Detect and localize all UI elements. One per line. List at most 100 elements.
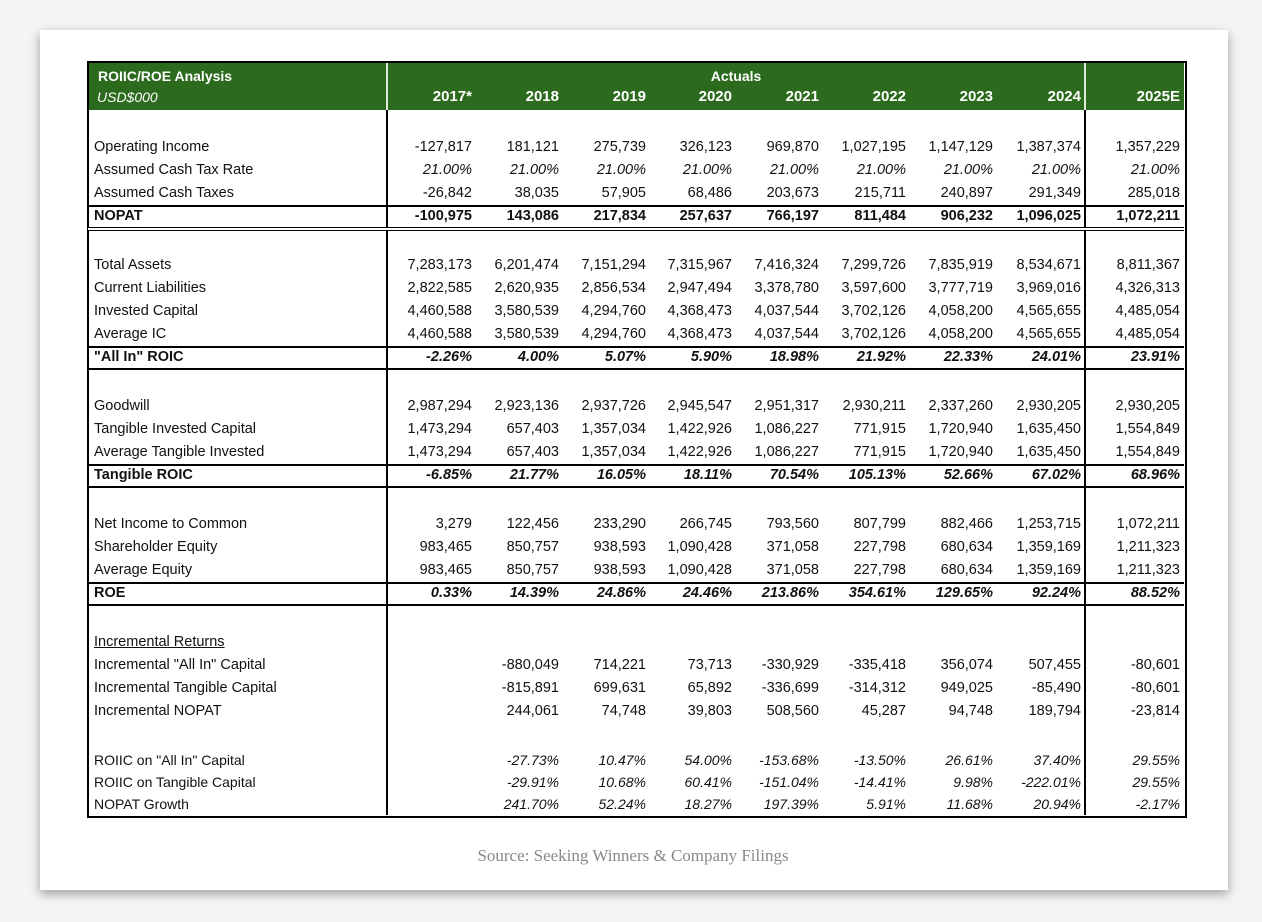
cell-value: 699,631 bbox=[593, 680, 646, 696]
cell-value: 2,945,547 bbox=[667, 398, 732, 414]
cell-value: 1,359,169 bbox=[1016, 539, 1081, 555]
cell-value: 1,359,169 bbox=[1016, 562, 1081, 578]
cell-value: 3,597,600 bbox=[841, 280, 906, 296]
cell-value: 1,720,940 bbox=[928, 444, 993, 460]
cell-value: 850,757 bbox=[506, 539, 559, 555]
rule bbox=[88, 464, 1184, 466]
cell-value: 7,835,919 bbox=[928, 257, 993, 273]
cell-value: 1,096,025 bbox=[1016, 208, 1081, 224]
cell-value: 4,326,313 bbox=[1115, 280, 1180, 296]
cell-value: 680,634 bbox=[940, 562, 993, 578]
cell-value: 371,058 bbox=[766, 539, 819, 555]
cell-value: 291,349 bbox=[1028, 185, 1081, 201]
cell-value: 74,748 bbox=[601, 703, 646, 719]
row-label: NOPAT Growth bbox=[94, 796, 189, 812]
cell-value: 4,037,544 bbox=[754, 303, 819, 319]
row-label: Invested Capital bbox=[94, 303, 198, 319]
cell-value: 1,357,229 bbox=[1115, 139, 1180, 155]
row-label: Incremental Tangible Capital bbox=[94, 680, 277, 696]
cell-value: 3,378,780 bbox=[754, 280, 819, 296]
cell-value: 850,757 bbox=[506, 562, 559, 578]
cell-value: 1,072,211 bbox=[1116, 208, 1180, 224]
cell-value: -2.26% bbox=[426, 349, 472, 365]
cell-value: 24.86% bbox=[596, 585, 646, 601]
cell-value: 233,290 bbox=[593, 516, 646, 532]
rule bbox=[88, 346, 1184, 348]
cell-value: 10.47% bbox=[598, 752, 646, 768]
total-label: NOPAT bbox=[94, 208, 143, 224]
rule bbox=[88, 604, 1184, 606]
cell-value: 122,456 bbox=[506, 516, 559, 532]
cell-value: -222.01% bbox=[1021, 774, 1081, 790]
cell-value: 21.00% bbox=[682, 162, 732, 178]
cell-value: 11.68% bbox=[946, 796, 993, 812]
cell-value: 18.98% bbox=[769, 349, 819, 365]
cell-value: 68,486 bbox=[687, 185, 732, 201]
cell-value: 60.41% bbox=[684, 774, 732, 790]
cell-value: 203,673 bbox=[766, 185, 819, 201]
total-label: "All In" ROIC bbox=[94, 349, 184, 365]
cell-value: 7,315,967 bbox=[667, 257, 732, 273]
cell-value: -336,699 bbox=[761, 680, 819, 696]
cell-value: 2,856,534 bbox=[581, 280, 646, 296]
cell-value: 73,713 bbox=[687, 657, 732, 673]
total-label: Tangible ROIC bbox=[94, 467, 193, 483]
cell-value: 227,798 bbox=[853, 539, 906, 555]
cell-value: 244,061 bbox=[506, 703, 559, 719]
column-header: 2020 bbox=[698, 88, 732, 105]
column-header: 2025E bbox=[1136, 88, 1180, 105]
cell-value: 52.24% bbox=[598, 796, 646, 812]
cell-value: 771,915 bbox=[853, 444, 906, 460]
rule bbox=[88, 582, 1184, 584]
cell-value: 65,892 bbox=[687, 680, 732, 696]
column-header: 2019 bbox=[612, 88, 646, 105]
cell-value: 21.77% bbox=[509, 467, 559, 483]
cell-value: 657,403 bbox=[506, 421, 559, 437]
cell-value: 29.55% bbox=[1132, 774, 1180, 790]
cell-value: 1,086,227 bbox=[754, 421, 819, 437]
cell-value: 215,711 bbox=[854, 185, 906, 201]
units: USD$000 bbox=[97, 89, 158, 105]
cell-value: 37.40% bbox=[1033, 752, 1081, 768]
rule bbox=[88, 205, 1184, 207]
cell-value: -85,490 bbox=[1031, 680, 1081, 696]
cell-value: 1,387,374 bbox=[1016, 139, 1081, 155]
cell-value: 771,915 bbox=[853, 421, 906, 437]
cell-value: 18.27% bbox=[684, 796, 732, 812]
cell-value: 4,485,054 bbox=[1115, 303, 1180, 319]
row-label: Tangible Invested Capital bbox=[94, 421, 257, 437]
cell-value: 2,937,726 bbox=[581, 398, 646, 414]
cell-value: 20.94% bbox=[1033, 796, 1081, 812]
row-label: Average Tangible Invested bbox=[94, 444, 265, 460]
cell-value: 4,565,655 bbox=[1016, 326, 1081, 342]
cell-value: 21.00% bbox=[769, 162, 819, 178]
column-header: 2022 bbox=[872, 88, 906, 105]
cell-value: 105.13% bbox=[848, 467, 906, 483]
cell-value: 21.00% bbox=[856, 162, 906, 178]
cell-value: -2.17% bbox=[1135, 796, 1180, 812]
cell-value: 766,197 bbox=[766, 208, 819, 224]
rule bbox=[88, 368, 1184, 370]
cell-value: 16.05% bbox=[596, 467, 646, 483]
cell-value: 882,466 bbox=[940, 516, 993, 532]
cell-value: 2,822,585 bbox=[407, 280, 472, 296]
column-divider bbox=[1084, 110, 1086, 815]
cell-value: 6,201,474 bbox=[494, 257, 559, 273]
cell-value: -330,929 bbox=[761, 657, 819, 673]
cell-value: 1,635,450 bbox=[1016, 444, 1081, 460]
cell-value: -335,418 bbox=[848, 657, 906, 673]
cell-value: 1,473,294 bbox=[407, 444, 472, 460]
cell-value: 2,620,935 bbox=[494, 280, 559, 296]
cell-value: 1,720,940 bbox=[928, 421, 993, 437]
cell-value: 1,473,294 bbox=[407, 421, 472, 437]
cell-value: 129.65% bbox=[935, 585, 993, 601]
row-label: Operating Income bbox=[94, 139, 210, 155]
cell-value: 57,905 bbox=[601, 185, 646, 201]
cell-value: 4,368,473 bbox=[667, 303, 732, 319]
section-heading: Incremental Returns bbox=[94, 634, 225, 650]
cell-value: 7,151,294 bbox=[581, 257, 646, 273]
cell-value: 275,739 bbox=[593, 139, 646, 155]
cell-value: 3,580,539 bbox=[494, 303, 559, 319]
cell-value: 8,534,671 bbox=[1016, 257, 1081, 273]
cell-value: 1,554,849 bbox=[1115, 421, 1180, 437]
